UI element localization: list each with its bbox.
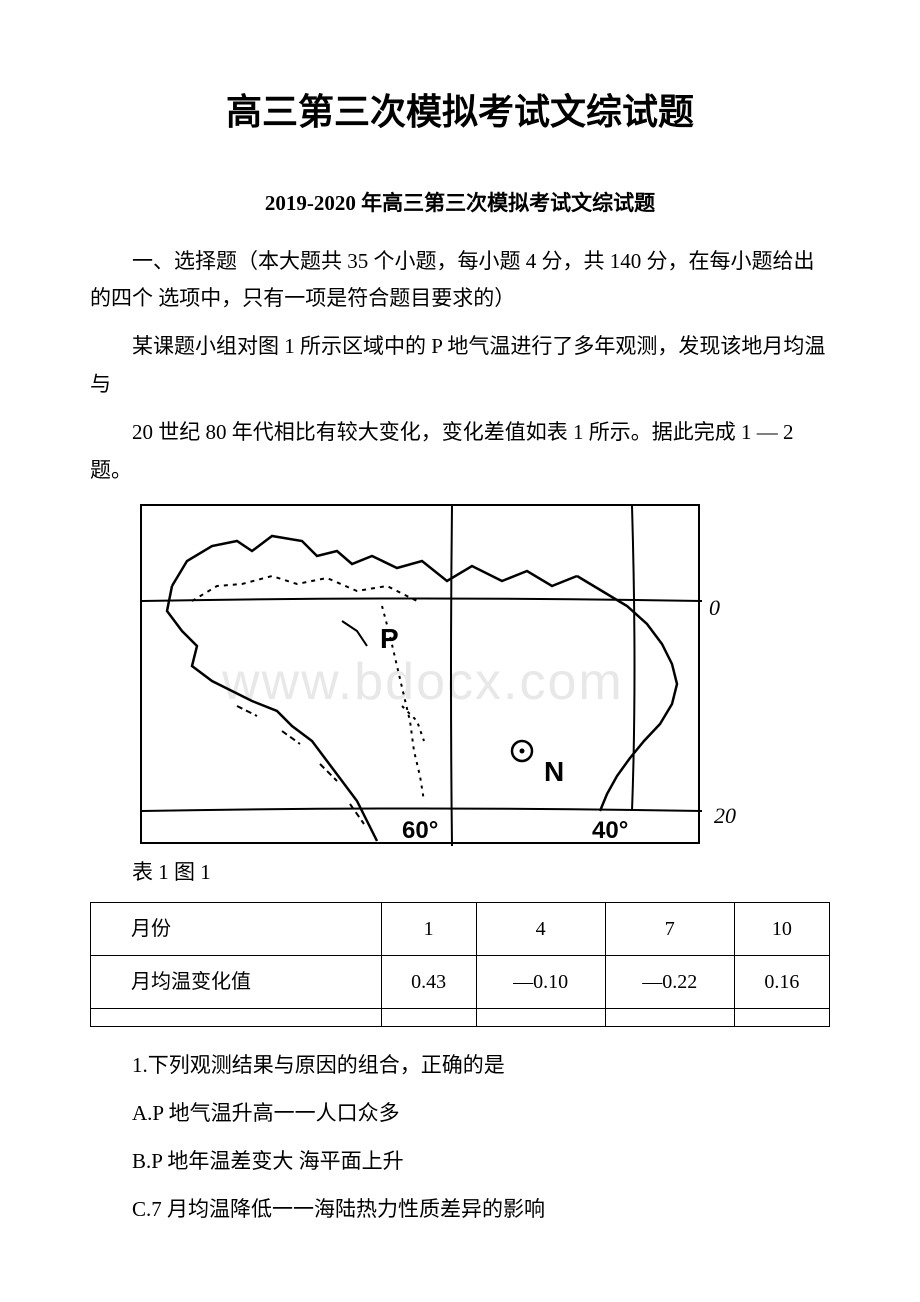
col-header-2: 4 [476,903,605,956]
map-figure: www.bdocx.com P N 60° 40° [140,504,700,844]
label-p: P [380,623,399,654]
page-title: 高三第三次模拟考试文综试题 [90,80,830,145]
label-n: N [544,756,564,787]
col-header-3: 7 [605,903,734,956]
label-lat0: 0 [709,588,720,628]
table-empty-row [91,1009,830,1027]
col-header-1: 1 [381,903,476,956]
option-c: C.7 月均温降低一一海陆热力性质差异的影响 [90,1191,830,1229]
passage-1: 某课题小组对图 1 所示区域中的 P 地气温进行了多年观测，发现该地月均温与 [90,328,830,404]
question-1: 1.下列观测结果与原因的组合，正确的是 [90,1047,830,1085]
cell-1: —0.10 [476,956,605,1009]
label-lon40: 40° [592,817,628,844]
passage-2: 20 世纪 80 年代相比有较大变化，变化差值如表 1 所示。据此完成 1 — … [90,414,830,490]
cell-2: —0.22 [605,956,734,1009]
option-b: B.P 地年温差变大 海平面上升 [90,1143,830,1181]
section-intro: 一、选择题（本大题共 35 个小题，每小题 4 分，共 140 分，在每小题给出… [90,243,830,319]
option-a: A.P 地气温升高一一人口众多 [90,1095,830,1133]
page-subtitle: 2019-2020 年高三第三次模拟考试文综试题 [90,185,830,223]
cell-0: 0.43 [381,956,476,1009]
map-svg: P N 60° 40° [142,506,702,846]
table-header-row: 月份 1 4 7 10 [91,903,830,956]
col-header-0: 月份 [91,903,382,956]
col-header-4: 10 [734,903,829,956]
cell-3: 0.16 [734,956,829,1009]
data-table: 月份 1 4 7 10 月均温变化值 0.43 —0.10 —0.22 0.16 [90,902,830,1027]
question-number: 1. [132,1053,148,1077]
question-text: 下列观测结果与原因的组合，正确的是 [148,1053,505,1077]
label-lat20: 20 [714,796,736,836]
label-lon60: 60° [402,817,438,844]
row-label: 月均温变化值 [91,956,382,1009]
table-caption: 表 1 图 1 [90,854,830,892]
table-row: 月均温变化值 0.43 —0.10 —0.22 0.16 [91,956,830,1009]
